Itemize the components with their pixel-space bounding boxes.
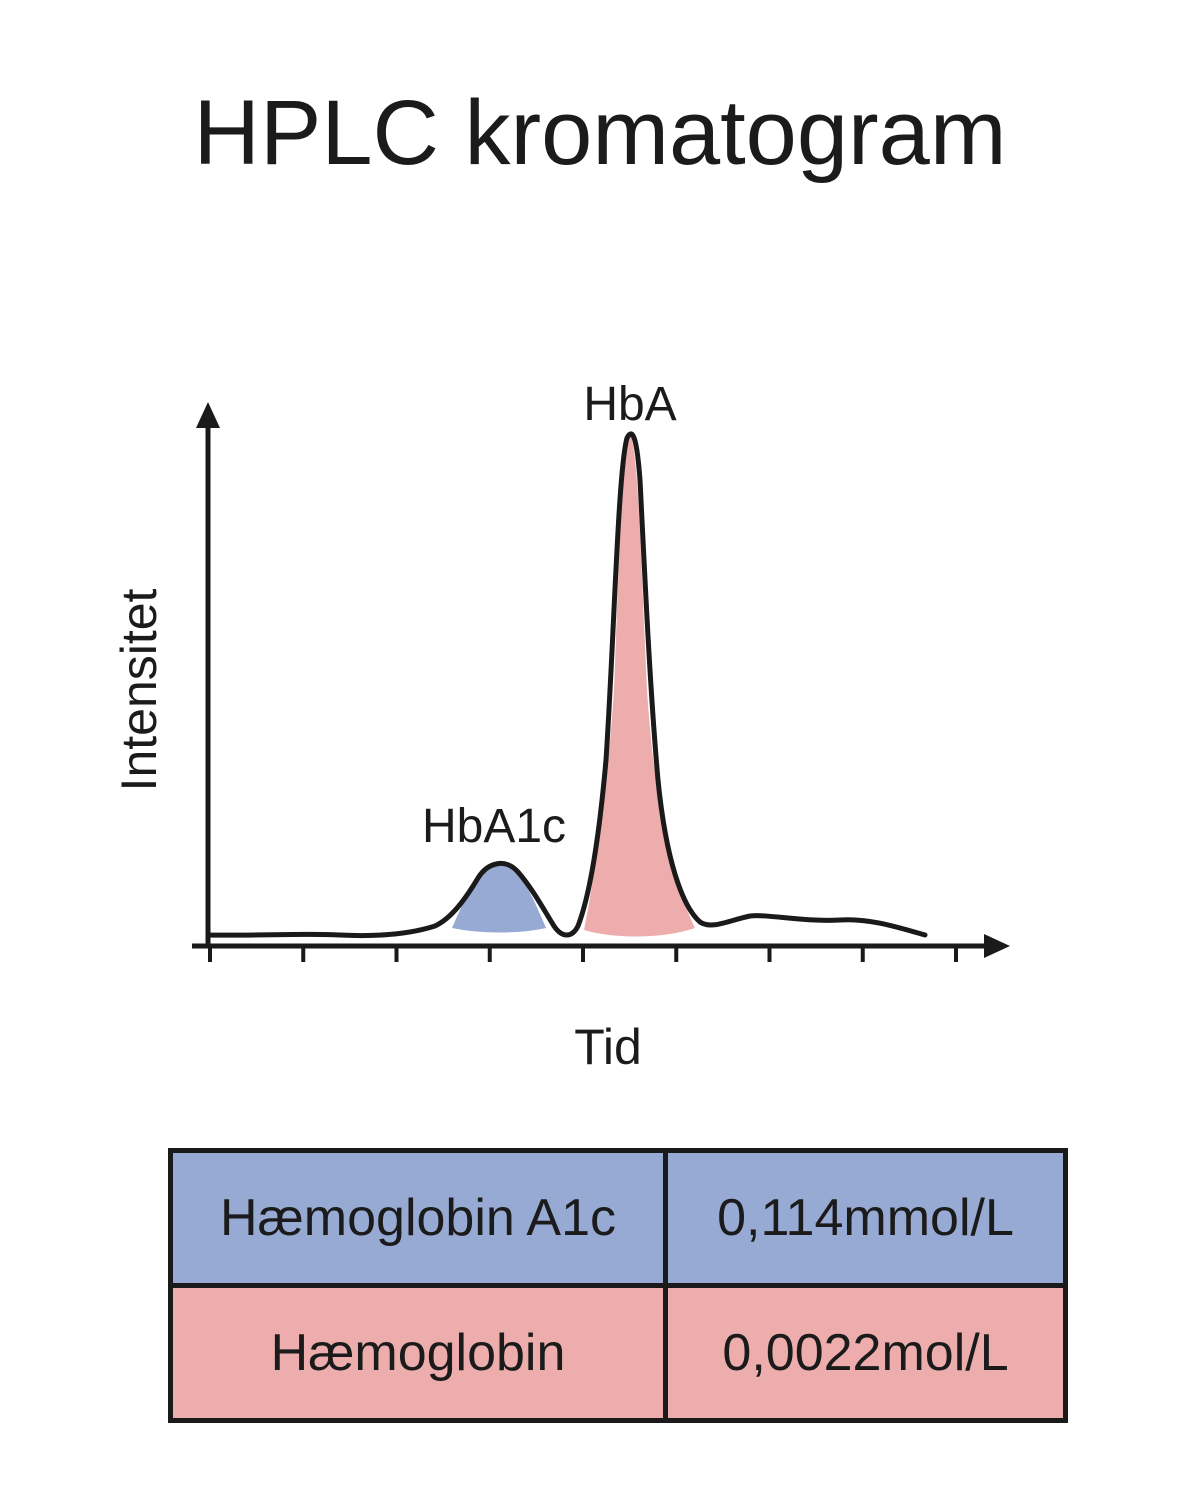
page-title: HPLC kromatogram bbox=[193, 82, 1007, 184]
hba-peak-area bbox=[584, 434, 695, 937]
hba-peak-label: HbA bbox=[583, 378, 676, 431]
x-axis-ticks bbox=[208, 946, 958, 962]
table-row: Hæmoglobin A1c 0,114mmol/L bbox=[167, 1148, 1068, 1288]
hba1c-peak-area bbox=[452, 861, 546, 933]
hb-name-cell: Hæmoglobin bbox=[167, 1283, 669, 1423]
hba1c-peak-label: HbA1c bbox=[422, 800, 566, 853]
hb-value-cell: 0,0022mol/L bbox=[663, 1283, 1068, 1423]
y-axis-label: Intensitet bbox=[111, 588, 167, 791]
chromatogram-trace bbox=[205, 431, 928, 939]
table-row: Hæmoglobin 0,0022mol/L bbox=[167, 1283, 1068, 1423]
hba1c-name-cell: Hæmoglobin A1c bbox=[167, 1148, 669, 1288]
y-axis-arrow bbox=[196, 402, 220, 428]
hba1c-value-cell: 0,114mmol/L bbox=[663, 1148, 1068, 1288]
results-table: Hæmoglobin A1c 0,114mmol/L Hæmoglobin 0,… bbox=[167, 1148, 1068, 1423]
x-axis-arrow bbox=[984, 934, 1010, 958]
x-axis-label: Tid bbox=[574, 1019, 642, 1075]
